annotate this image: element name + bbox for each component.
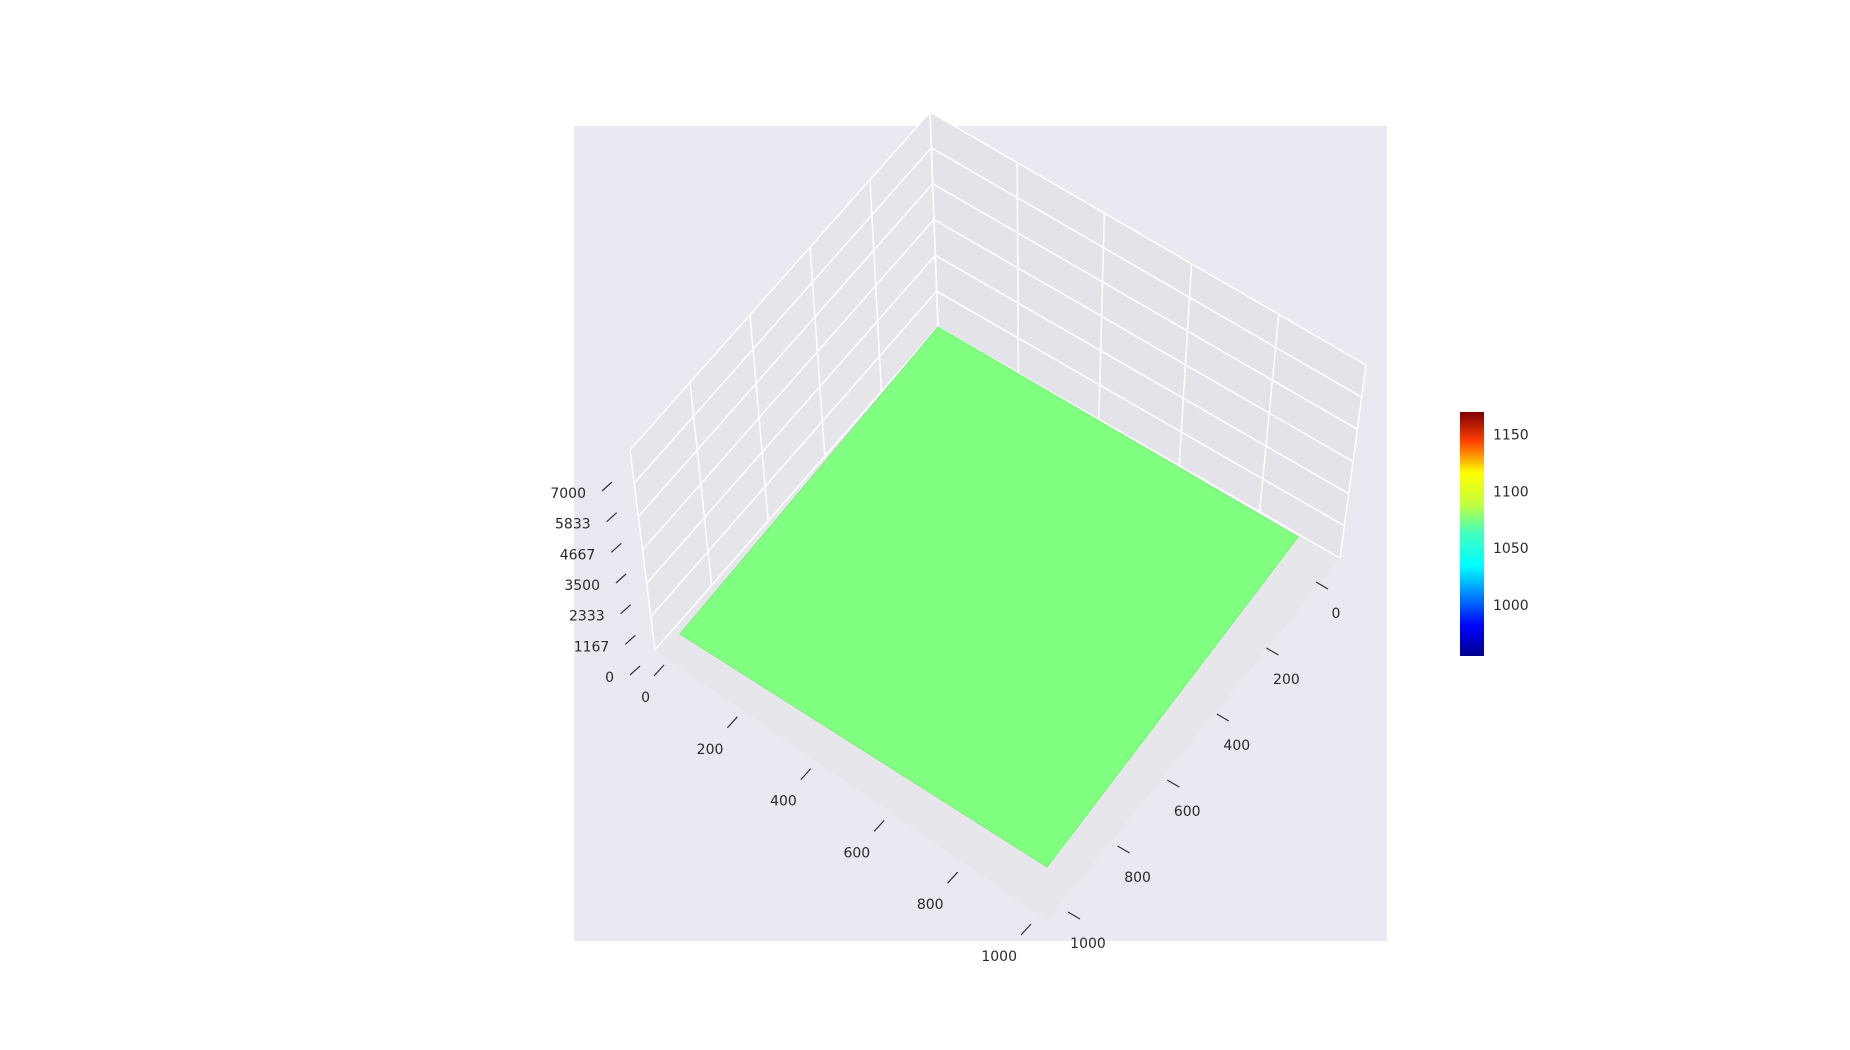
colorbar-tick-label: 1150: [1493, 428, 1529, 444]
y-tick-mark: [1266, 647, 1279, 656]
x-tick-label: 0: [641, 690, 650, 706]
grid-lines: [629, 111, 1367, 651]
grid-line: [629, 111, 931, 451]
x-tick-mark: [873, 819, 885, 832]
z-tick-mark: [615, 573, 627, 584]
z-tick-label: 5833: [555, 517, 591, 533]
y-tick-mark: [1067, 911, 1081, 920]
z-tick-mark: [624, 634, 636, 645]
grid-line: [930, 147, 1363, 398]
grid-line: [936, 290, 1345, 527]
y-tick-label: 200: [1273, 672, 1300, 688]
z-tick-label: 0: [605, 670, 614, 686]
y-tick-label: 1000: [1070, 936, 1106, 952]
z-tick-mark: [620, 604, 632, 615]
y-tick-label: 400: [1223, 738, 1250, 754]
x-tick-label: 800: [917, 897, 944, 913]
grid-line: [934, 254, 1350, 495]
x-tick-mark: [726, 716, 738, 729]
y-tick-mark: [1216, 713, 1230, 722]
z-tick-mark: [610, 542, 622, 553]
y-tick-label: 0: [1332, 606, 1341, 622]
back-wall-right: [930, 112, 1366, 558]
x-tick-mark: [947, 871, 959, 884]
y-tick-mark: [1166, 779, 1180, 788]
y-tick-label: 600: [1174, 804, 1201, 820]
colorbar-ticks: 1000 1050 1100 1150: [1493, 428, 1529, 614]
grid-line: [932, 183, 1358, 430]
grid-line: [933, 218, 1354, 463]
colorbar-tick-label: 1100: [1493, 484, 1529, 500]
grid-line: [654, 326, 939, 651]
y-tick-mark: [1117, 845, 1130, 854]
z-axis-ticks: 0 1167 2333 3500 4667 5833 7000: [550, 481, 641, 686]
y-tick-label: 800: [1124, 870, 1151, 886]
x-axis-ticks: 0 200 400 600 800 1000: [641, 664, 1032, 965]
z-tick-label: 4667: [560, 547, 596, 563]
grid-line: [650, 290, 938, 618]
y-tick-mark: [1315, 581, 1329, 590]
x-tick-mark: [1020, 923, 1032, 936]
grid-line: [637, 183, 934, 518]
z-tick-mark: [606, 512, 618, 523]
x-tick-mark: [653, 664, 665, 677]
surface-plane: [679, 326, 1299, 868]
z-tick-mark: [601, 481, 613, 492]
x-tick-label: 200: [697, 742, 724, 758]
grid-line: [633, 147, 932, 484]
z-tick-label: 3500: [564, 578, 600, 594]
x-tick-label: 400: [770, 794, 797, 810]
z-tick-label: 7000: [550, 486, 586, 502]
x-tick-label: 1000: [981, 949, 1017, 965]
colorbar-tick-label: 1000: [1493, 598, 1529, 614]
colorbar-tick-label: 1050: [1493, 541, 1529, 557]
x-tick-mark: [800, 768, 812, 781]
x-tick-label: 600: [843, 845, 870, 861]
y-axis-ticks: 0 200 400 600 800 1000: [1067, 581, 1341, 952]
grid-line: [937, 326, 1341, 559]
z-tick-label: 1167: [574, 639, 610, 655]
z-tick-mark: [629, 665, 641, 676]
grid-line: [641, 219, 935, 551]
grid-line: [929, 111, 1367, 366]
colorbar: [1460, 412, 1484, 656]
z-tick-label: 2333: [569, 609, 605, 625]
grid-line: [646, 254, 936, 584]
